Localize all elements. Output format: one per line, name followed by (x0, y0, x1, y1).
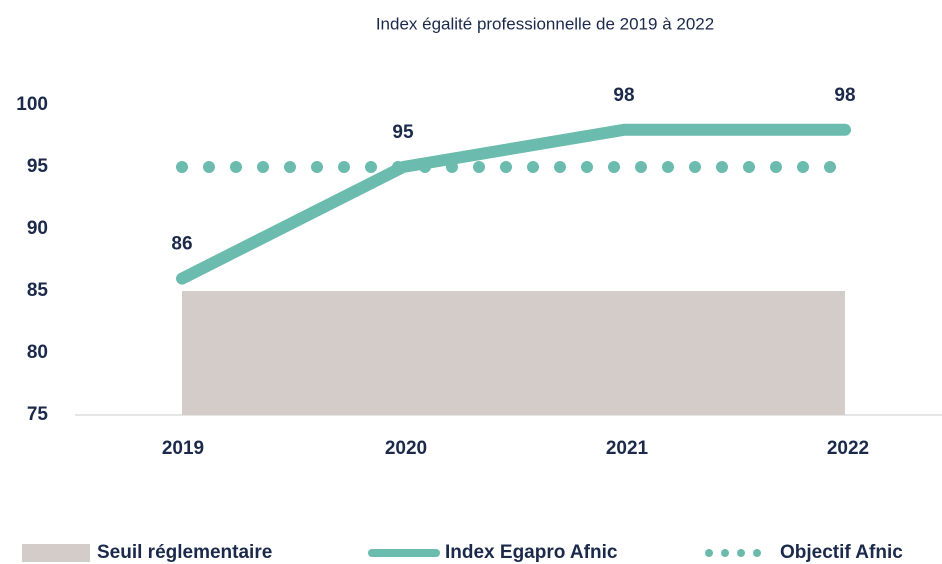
data-label: 95 (392, 122, 414, 143)
line (176, 123, 851, 285)
legend-label: Objectif Afnic (780, 542, 903, 563)
x-tick-label: 2019 (162, 438, 204, 459)
legend-swatch (22, 544, 90, 562)
legend-label: Seuil réglementaire (97, 542, 272, 563)
y-tick-label: 80 (27, 342, 48, 363)
data-label: 98 (834, 85, 855, 106)
x-tick-label: 2021 (606, 438, 649, 459)
area (182, 291, 845, 415)
y-tick-label: 85 (27, 280, 49, 301)
y-tick-label: 100 (16, 94, 48, 115)
data-label: 86 (171, 234, 192, 255)
x-tick-label: 2022 (827, 438, 869, 459)
y-tick-label: 75 (27, 404, 49, 425)
data-label: 98 (613, 85, 634, 106)
y-tick-label: 95 (27, 156, 49, 177)
legend-label: Index Egapro Afnic (445, 542, 618, 563)
y-tick-label: 90 (27, 218, 48, 239)
chart-title: Index égalité professionnelle de 2019 à … (376, 14, 714, 33)
x-tick-label: 2020 (385, 438, 427, 459)
